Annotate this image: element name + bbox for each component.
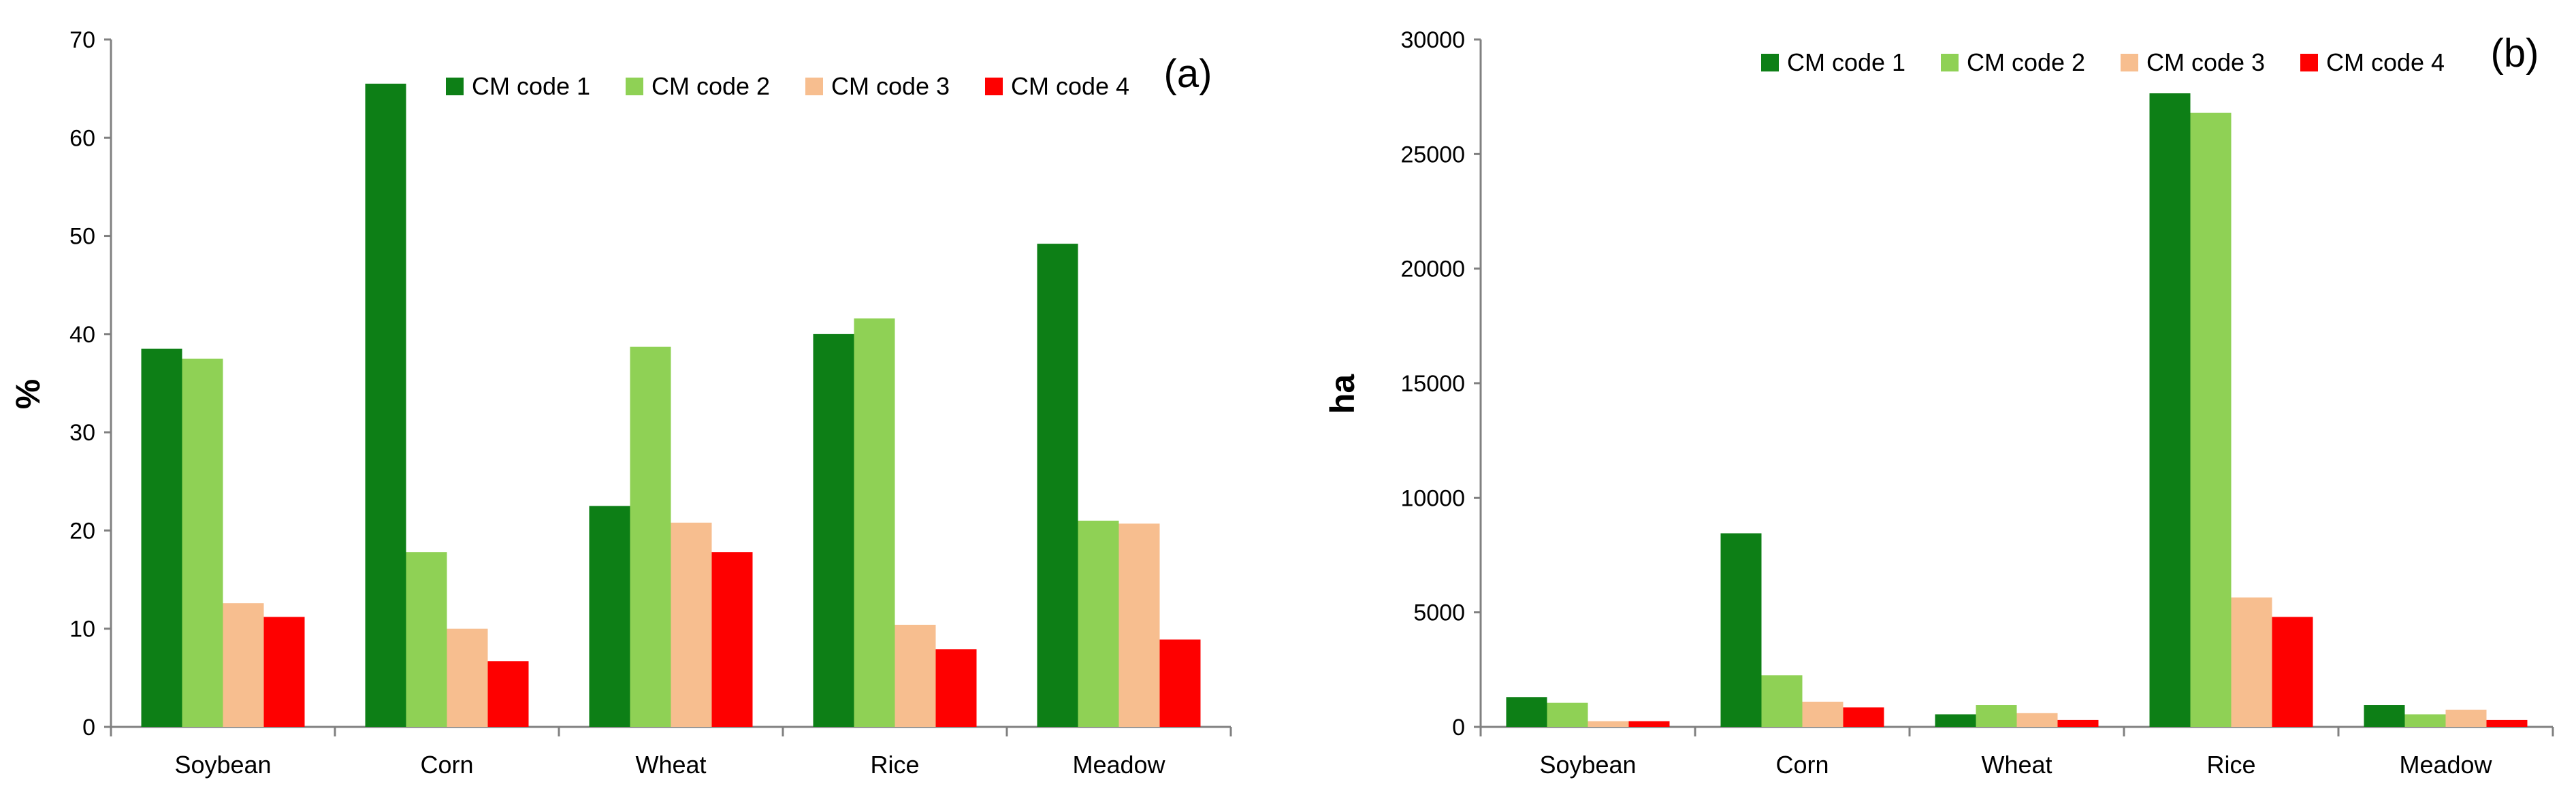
y-axis-title: % [9,379,47,409]
y-tick-label: 10000 [1400,485,1465,511]
bar-rice-cm-code-2 [2190,112,2232,727]
x-category-label: Corn [1775,751,1829,779]
y-tick-label: 30 [69,420,95,446]
x-category-label: Soybean [1539,751,1636,779]
y-tick-label: 50 [69,224,95,250]
bar-wheat-cm-code-3 [671,522,712,727]
legend-label-cm-code-1: CM code 1 [472,72,590,100]
bar-rice-cm-code-1 [2149,93,2191,727]
y-tick-label: 70 [69,27,95,53]
bar-meadow-cm-code-1 [1037,244,1078,728]
bar-soybean-cm-code-1 [141,348,182,727]
bar-rice-cm-code-4 [2272,617,2313,727]
bar-wheat-cm-code-3 [2016,713,2058,727]
bar-meadow-cm-code-2 [2404,714,2446,727]
y-tick-label: 0 [1452,715,1465,741]
legend-label-cm-code-2: CM code 2 [651,72,770,100]
x-category-label: Wheat [1981,751,2052,779]
x-category-label: Meadow [1072,751,1165,779]
bar-soybean-cm-code-3 [223,603,264,727]
y-tick-label: 60 [69,125,95,151]
x-category-label: Rice [2206,751,2255,779]
y-tick-label: 10 [69,617,95,643]
chart-panel-a: 0 10 20 30 40 50 60 70 Soybean Corn Wheat Rice Meado… [9,27,1232,779]
bar-rice-cm-code-2 [854,318,895,727]
panel-label: (a) [1164,52,1212,96]
bar-corn-cm-code-1 [365,83,406,727]
y-tick-label: 15000 [1400,371,1465,397]
bar-wheat-cm-code-2 [1976,705,2017,727]
y-tick-label: 25000 [1400,142,1465,167]
chart-panel-b: 0 5000 10000 15000 20000 25000 30000 Soybean Cor… [1323,27,2554,779]
legend-swatch-cm-code-3 [2121,54,2138,71]
bar-soybean-cm-code-4 [1628,721,1670,727]
legend-label-cm-code-2: CM code 2 [1967,48,2085,76]
bar-meadow-cm-code-1 [2364,705,2405,727]
bar-soybean-cm-code-1 [1506,697,1547,727]
bar-corn-cm-code-2 [406,552,447,727]
legend-label-cm-code-1: CM code 1 [1787,48,1905,76]
y-tick-label: 30000 [1400,27,1465,53]
bar-corn-cm-code-4 [1843,707,1884,727]
legend-swatch-cm-code-1 [446,78,464,95]
legend-label-cm-code-4: CM code 4 [1011,72,1129,100]
legend-swatch-cm-code-1 [1761,54,1779,71]
bar-soybean-cm-code-2 [182,358,223,727]
y-tick-label: 40 [69,322,95,348]
bar-rice-cm-code-3 [895,624,936,727]
legend-swatch-cm-code-2 [1941,54,1959,71]
legend-swatch-cm-code-3 [805,78,823,95]
bar-rice-cm-code-1 [813,334,854,727]
bar-meadow-cm-code-3 [2445,709,2487,727]
bar-soybean-cm-code-3 [1588,721,1629,727]
panel-label: (b) [2491,31,2539,76]
bar-wheat-cm-code-4 [2057,719,2099,727]
bar-corn-cm-code-2 [1761,675,1803,727]
x-category-label: Wheat [635,751,706,779]
legend-label-cm-code-3: CM code 3 [831,72,950,100]
y-tick-label: 0 [82,715,95,741]
bar-wheat-cm-code-1 [589,506,630,727]
bar-soybean-cm-code-4 [263,617,305,727]
bar-soybean-cm-code-2 [1547,702,1588,727]
x-category-label: Rice [870,751,919,779]
bar-meadow-cm-code-2 [1078,521,1119,727]
bar-rice-cm-code-3 [2231,597,2272,727]
legend-label-cm-code-3: CM code 3 [2146,48,2265,76]
bar-rice-cm-code-4 [935,649,977,727]
bar-corn-cm-code-1 [1720,533,1762,727]
bar-meadow-cm-code-4 [1159,639,1201,727]
bar-meadow-cm-code-3 [1118,523,1160,727]
bar-meadow-cm-code-4 [2486,719,2528,727]
legend-swatch-cm-code-2 [626,78,643,95]
y-tick-label: 5000 [1413,600,1465,626]
legend-label-cm-code-4: CM code 4 [2326,48,2445,76]
x-category-label: Soybean [174,751,271,779]
bar-corn-cm-code-3 [1802,701,1844,727]
bar-corn-cm-code-3 [447,628,488,727]
bar-wheat-cm-code-4 [711,552,753,727]
legend-swatch-cm-code-4 [2300,54,2318,71]
x-category-label: Corn [420,751,473,779]
y-tick-label: 20000 [1400,257,1465,282]
y-axis-title: ha [1323,374,1362,414]
bar-wheat-cm-code-1 [1935,714,1976,727]
bar-wheat-cm-code-2 [630,346,671,728]
bar-corn-cm-code-4 [487,661,529,727]
legend-swatch-cm-code-4 [985,78,1003,95]
y-tick-label: 20 [69,518,95,544]
x-category-label: Meadow [2399,751,2492,779]
